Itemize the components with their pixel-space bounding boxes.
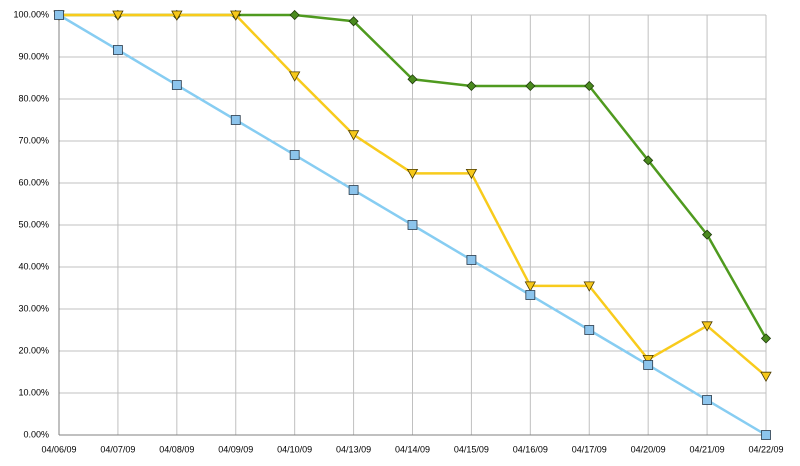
x-tick-label: 04/16/09 [513, 444, 548, 454]
y-tick-label: 100.00% [13, 9, 49, 19]
triangle-marker [760, 371, 772, 383]
y-tick-label: 90.00% [18, 51, 49, 61]
triangle-marker [465, 168, 478, 180]
square-marker [54, 10, 64, 20]
square-marker [525, 290, 536, 300]
x-tick-label: 04/07/09 [100, 444, 135, 454]
x-tick-label: 04/14/09 [395, 444, 430, 454]
triangle-marker [112, 10, 124, 21]
diamond-marker [407, 74, 418, 85]
square-marker [230, 115, 241, 125]
y-tick-label: 10.00% [18, 387, 49, 397]
square-marker [348, 185, 359, 195]
triangle-marker [583, 281, 595, 292]
x-tick-label: 04/20/09 [631, 444, 666, 454]
square-marker [466, 255, 477, 265]
x-tick-label: 04/17/09 [572, 444, 607, 454]
x-tick-label: 04/13/09 [336, 444, 371, 454]
x-tick-label: 04/15/09 [454, 444, 489, 454]
triangle-marker [347, 130, 360, 141]
diamond-marker [760, 333, 772, 344]
triangle-marker [701, 321, 713, 332]
y-tick-label: 80.00% [18, 93, 49, 103]
diamond-marker [289, 9, 300, 21]
y-tick-label: 30.00% [18, 303, 49, 313]
diamond-marker [466, 80, 477, 92]
square-marker [113, 45, 123, 55]
square-marker [407, 220, 418, 230]
y-tick-label: 20.00% [18, 345, 49, 355]
square-marker [643, 360, 654, 370]
triangle-marker [524, 281, 537, 292]
diamond-marker [643, 155, 654, 166]
y-tick-label: 70.00% [18, 135, 49, 145]
diamond-marker [584, 80, 595, 92]
square-marker [584, 325, 595, 335]
triangle-marker [406, 168, 419, 180]
x-tick-label: 04/22/09 [748, 444, 783, 454]
square-marker [761, 430, 771, 440]
x-tick-label: 04/08/09 [159, 444, 194, 454]
triangle-marker [230, 10, 242, 21]
y-tick-label: 60.00% [18, 177, 49, 187]
diamond-marker [525, 80, 536, 92]
square-marker [289, 150, 300, 160]
triangle-marker [171, 10, 183, 21]
triangle-marker [288, 71, 301, 82]
x-tick-label: 04/06/09 [41, 444, 76, 454]
diamond-marker [348, 16, 359, 27]
square-marker [171, 80, 182, 90]
x-tick-label: 04/10/09 [277, 444, 312, 454]
triangle-marker [642, 355, 654, 366]
x-tick-label: 04/09/09 [218, 444, 253, 454]
y-tick-label: 50.00% [18, 219, 49, 229]
diamond-marker [702, 229, 713, 240]
square-marker [702, 395, 712, 405]
y-tick-label: 40.00% [18, 261, 49, 271]
x-tick-label: 04/21/09 [690, 444, 725, 454]
y-tick-label: 0.00% [23, 429, 49, 439]
